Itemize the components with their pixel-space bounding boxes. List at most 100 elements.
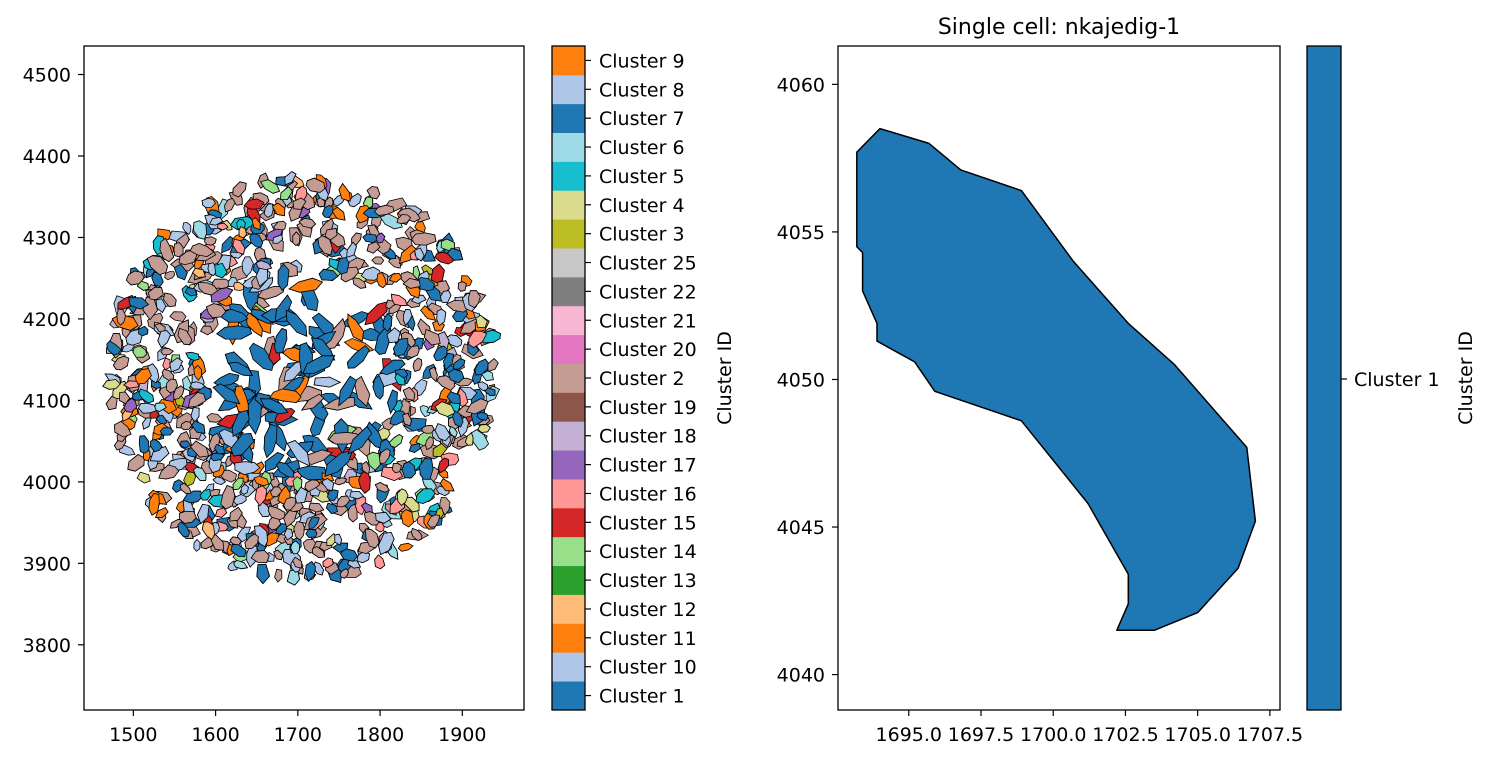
cell-polygon (125, 270, 145, 286)
cell-polygon (484, 387, 496, 397)
colorbar-tick-label: Cluster 22 (599, 281, 697, 303)
cell-polygon (285, 309, 308, 337)
cell-polygon (439, 478, 455, 492)
cell-polygon (259, 398, 289, 415)
cell-polygon (470, 429, 490, 451)
cell-polygon (347, 503, 358, 523)
cell-polygon (283, 496, 297, 511)
cell-polygon (428, 366, 438, 383)
cell-polygon (232, 238, 246, 255)
cell-polygon (336, 257, 350, 275)
cell-polygon (193, 538, 201, 552)
y-tick-label: 3900 (23, 553, 71, 575)
cell-polygon (304, 479, 321, 492)
cell-polygon (389, 410, 407, 426)
cell-polygon (157, 330, 171, 349)
cell-polygon (114, 420, 132, 438)
colorbar-tick-label: Cluster 21 (599, 310, 697, 332)
cell-polygon (290, 540, 301, 555)
y-tick-label: 4100 (23, 390, 71, 412)
cell-polygon (264, 451, 285, 473)
cell-polygon (236, 526, 252, 544)
cell-polygon (146, 255, 169, 276)
cell-polygon (286, 440, 311, 467)
cell-polygon (402, 386, 416, 401)
cell-polygon (204, 236, 217, 246)
cell-polygon (423, 328, 441, 346)
cell-polygon (430, 263, 445, 284)
y-tick-label: 4000 (23, 472, 71, 494)
cell-polygon (122, 380, 140, 389)
cell-polygon (402, 309, 413, 327)
colorbar-swatch-cluster-6 (552, 132, 585, 162)
cell-polygon (128, 297, 150, 310)
cell-polygon (234, 461, 261, 476)
cell-polygon (372, 374, 384, 400)
single-cell-colorbar: Cluster 1 Cluster ID (1306, 45, 1477, 711)
colorbar-tick-label: Cluster 18 (599, 426, 697, 448)
cell-polygon (147, 363, 160, 384)
y-tick-label: 4045 (777, 517, 825, 539)
cell-polygon (233, 281, 245, 291)
colorbar-label: Cluster ID (1455, 331, 1477, 425)
cell-polygon (338, 375, 357, 407)
cell-polygon (220, 484, 236, 510)
colorbar-swatch-cluster-14 (552, 536, 585, 567)
x-tick-label: 1695.0 (876, 724, 942, 746)
cell-polygon (230, 544, 247, 558)
cell-polygon (253, 475, 270, 487)
colorbar-swatch-cluster-2 (552, 363, 585, 393)
colorbar-swatch-cluster-13 (552, 565, 585, 595)
y-tick-label: 4400 (23, 146, 71, 168)
cell-polygon (386, 327, 401, 344)
colorbar-tick-label: Cluster 15 (599, 512, 697, 534)
cell-polygon (415, 488, 436, 504)
cell-polygon (292, 197, 307, 210)
colorbar-swatch-cluster-9 (552, 46, 585, 76)
cell-polygon (192, 267, 206, 278)
cell-polygon (373, 204, 395, 216)
y-tick-label: 4500 (23, 65, 71, 87)
cell-polygon (382, 313, 393, 333)
y-tick-label: 4060 (777, 74, 825, 96)
cell-polygon (347, 313, 365, 342)
cell-polygon (436, 308, 447, 327)
colorbar-swatch-cluster-4 (552, 190, 585, 220)
cell-polygon (269, 388, 302, 404)
colorbar-tick-label: Cluster 6 (599, 137, 685, 159)
cell-polygon (189, 242, 215, 258)
cell-polygon (193, 364, 202, 381)
colorbar-tick-label: Cluster 9 (599, 50, 685, 72)
cell-polygon (196, 503, 210, 525)
cell-polygon (158, 464, 180, 480)
cell-polygon (112, 355, 130, 371)
cell-polygon (292, 556, 303, 569)
colorbar-tick-label: Cluster 3 (599, 224, 685, 246)
cell-polygon (184, 287, 198, 297)
cell-polygon (247, 395, 262, 435)
cell-polygon (338, 182, 351, 202)
cell-polygon (230, 433, 255, 457)
cell-polygon (347, 559, 362, 569)
cell-polygon (233, 559, 249, 570)
cell-polygon (177, 521, 191, 538)
cell-polygon (251, 217, 261, 231)
colorbar-swatch-cluster-25 (552, 248, 585, 278)
cell-polygon (308, 516, 320, 529)
cell-polygon (263, 423, 278, 459)
cell-polygon (387, 389, 398, 415)
x-tick-label: 1700.0 (1020, 724, 1086, 746)
x-tick-label: 1697.5 (948, 724, 1014, 746)
cell-polygon (427, 514, 441, 528)
cell-polygon (378, 532, 395, 556)
x-tick-label: 1600 (191, 724, 239, 746)
cell-polygon (136, 471, 151, 484)
cell-polygon (154, 323, 166, 333)
cell-polygon (178, 510, 197, 524)
cell-polygon (312, 546, 325, 559)
cell-polygon (180, 421, 193, 431)
cell-polygon (185, 351, 200, 361)
cell-polygon (221, 235, 236, 254)
colorbar-tick-label: Cluster 7 (599, 108, 685, 130)
cell-polygon (274, 294, 293, 323)
